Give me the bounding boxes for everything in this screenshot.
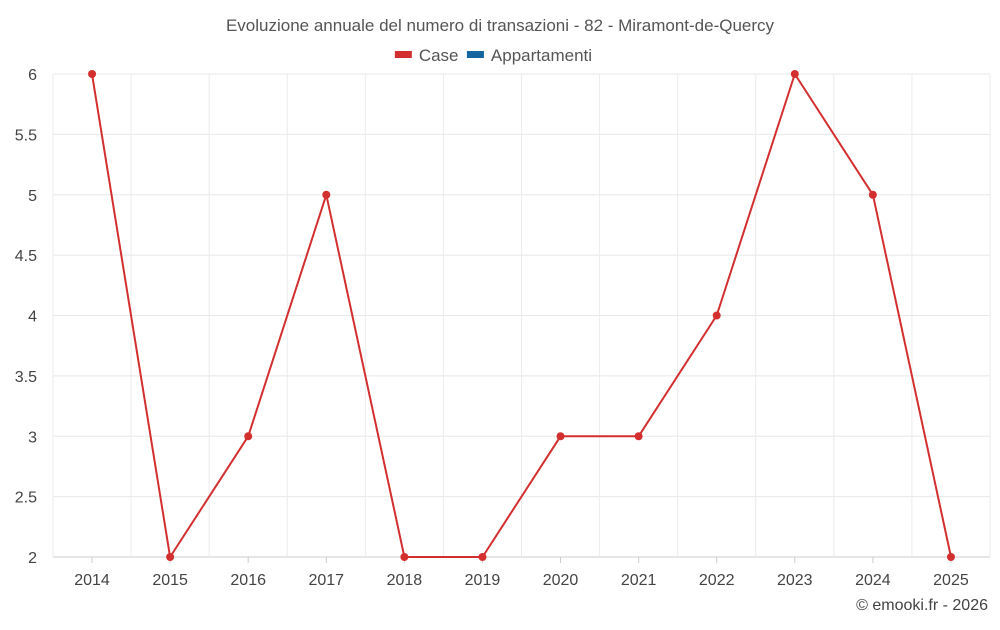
- data-point: [88, 70, 97, 78]
- data-point: [400, 553, 409, 561]
- data-point: [712, 311, 721, 320]
- data-point: [946, 553, 955, 561]
- y-tick-label: 3: [28, 429, 37, 446]
- data-point: [634, 432, 643, 441]
- x-tick-label: 2022: [699, 572, 735, 589]
- y-tick-label: 2: [28, 550, 37, 567]
- legend-swatch: [466, 51, 484, 58]
- series-layer: [88, 70, 955, 561]
- x-tick-label: 2016: [230, 572, 266, 589]
- x-tick-label: 2017: [308, 572, 344, 589]
- y-tick-label: 3.5: [15, 369, 37, 386]
- legend-item-appartamenti: Appartamenti: [466, 46, 592, 65]
- data-point: [166, 553, 175, 561]
- x-tick-label: 2014: [74, 572, 110, 589]
- y-tick-label: 4: [28, 309, 37, 326]
- data-point: [244, 432, 253, 441]
- x-tick-label: 2018: [387, 572, 423, 589]
- chart-legend: Case Appartamenti: [394, 46, 592, 65]
- x-tick-label: 2020: [543, 572, 579, 589]
- y-tick-label: 5: [28, 188, 37, 205]
- legend-label: Appartamenti: [491, 46, 592, 65]
- chart-title: Evoluzione annuale del numero di transaz…: [226, 16, 775, 35]
- data-point: [322, 190, 331, 199]
- y-tick-label: 4.5: [15, 248, 37, 265]
- x-axis: 2014 2015 2016 2017 2018 2019 2020 2021 2022 2023…: [74, 557, 969, 589]
- x-tick-label: 2023: [777, 572, 813, 589]
- series-line-case: [91, 73, 952, 558]
- y-axis: 2 2.5 3 3.5 4 4.5 5 5.5 6: [15, 67, 37, 567]
- y-tick-label: 5.5: [15, 127, 37, 144]
- legend-swatch: [394, 51, 412, 58]
- x-tick-label: 2015: [152, 572, 188, 589]
- y-tick-label: 6: [28, 67, 37, 84]
- x-tick-label: 2021: [621, 572, 657, 589]
- y-tick-label: 2.5: [15, 490, 37, 507]
- x-tick-label: 2025: [933, 572, 969, 589]
- data-point: [868, 190, 877, 199]
- data-point: [556, 432, 565, 441]
- x-tick-label: 2024: [855, 572, 891, 589]
- data-point: [790, 70, 799, 78]
- x-tick-label: 2019: [465, 572, 501, 589]
- credit-text: © emooki.fr - 2026: [856, 597, 988, 614]
- data-point: [478, 553, 487, 561]
- grid-lines: [52, 73, 991, 558]
- legend-label: Case: [419, 46, 459, 65]
- legend-item-case: Case: [394, 46, 459, 65]
